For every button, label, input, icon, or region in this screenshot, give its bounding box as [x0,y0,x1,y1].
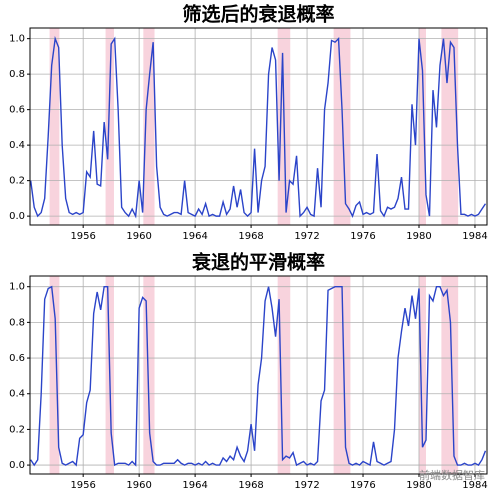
plot-frame [29,275,488,475]
y-tick-label: 0.2 [9,176,25,187]
recession-band [143,276,155,474]
x-tick-label: 1972 [294,231,319,242]
x-tick-label: 1960 [126,480,151,491]
series-line [30,35,487,219]
recession-band [441,28,459,225]
watermark: 前端数据智库 [419,468,485,482]
x-tick-label: 1976 [350,480,375,491]
recession-band [418,276,426,474]
x-tick-label: 1956 [70,480,95,491]
x-tick-label: 1980 [406,231,431,242]
x-tick-label: 1960 [126,231,151,242]
series-line [30,285,487,467]
y-tick-label: 0.6 [9,353,25,364]
x-tick-label: 1984 [462,480,487,491]
x-tick-label: 1968 [238,231,263,242]
recession-band [333,276,351,474]
y-tick-label: 1.0 [9,282,25,293]
x-tick-label: 1968 [238,480,263,491]
y-tick-label: 0.4 [9,140,25,151]
y-tick-label: 0.2 [9,424,25,435]
recession-band [418,28,426,225]
recession-band [441,276,459,474]
recession-band [49,28,60,225]
x-tick-label: 1964 [182,231,207,242]
y-tick-label: 0.4 [9,389,25,400]
y-tick-label: 0.8 [9,69,25,80]
recession-band [143,28,155,225]
y-tick-label: 0.8 [9,317,25,328]
plot-frame [29,27,488,226]
recession-band [49,276,60,474]
recession-band [105,28,114,225]
chart-title: 衰退的平滑概率 [191,251,325,274]
y-tick-label: 0.6 [9,105,25,116]
x-tick-label: 1972 [294,480,319,491]
recession-band [277,276,291,474]
x-tick-label: 1964 [182,480,207,491]
chart-title: 筛选后的衰退概率 [182,3,334,26]
x-tick-label: 1956 [70,231,95,242]
x-tick-label: 1976 [350,231,375,242]
y-tick-label: 0.0 [9,460,25,471]
y-tick-label: 0.0 [9,211,25,222]
x-tick-label: 1980 [406,480,431,491]
x-tick-label: 1984 [462,231,487,242]
y-tick-label: 1.0 [9,34,25,45]
